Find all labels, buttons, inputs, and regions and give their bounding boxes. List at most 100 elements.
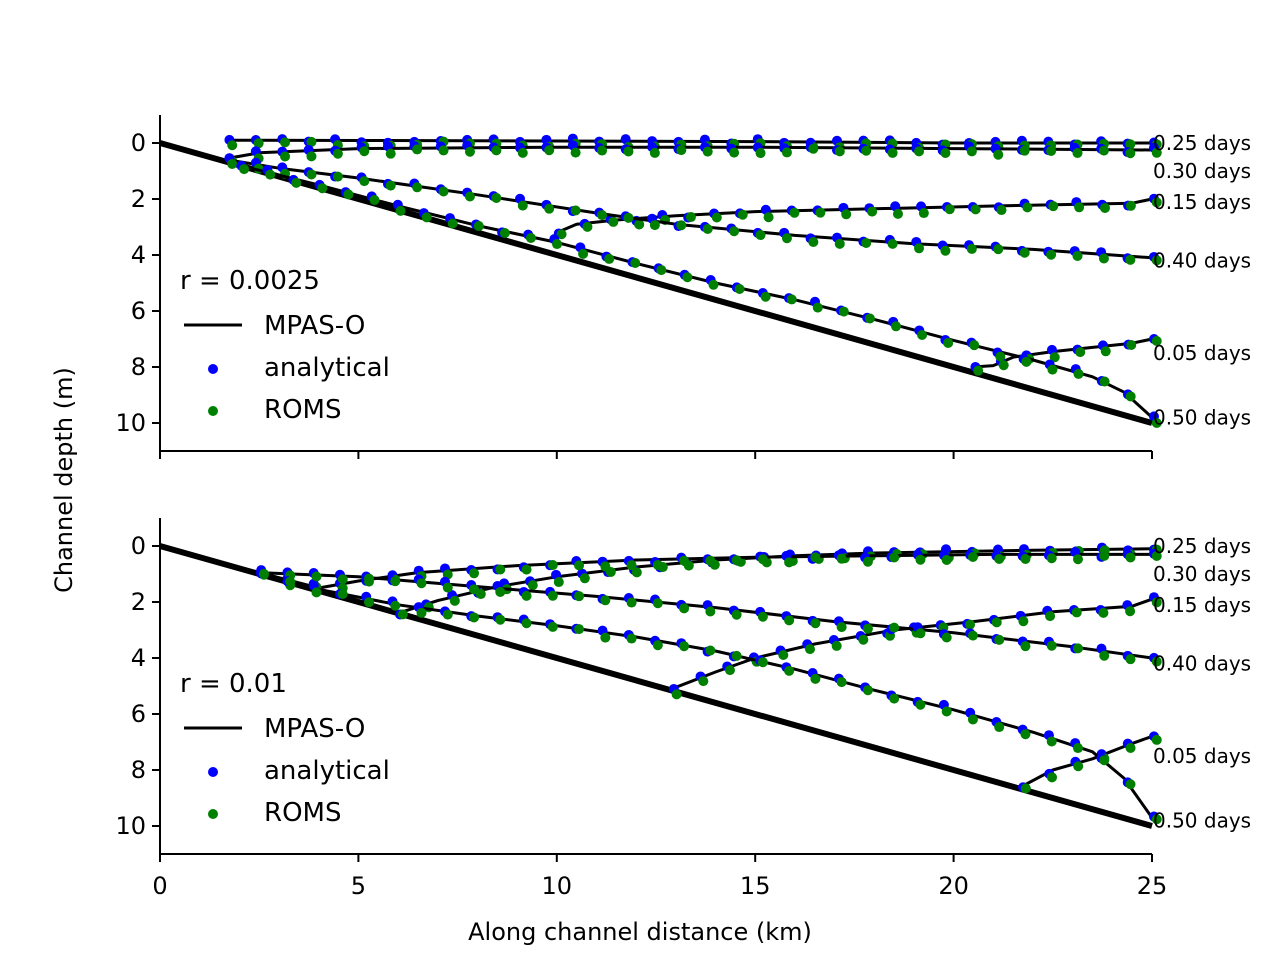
roms-point: [757, 657, 768, 668]
roms-point: [499, 227, 510, 238]
roms-point: [265, 169, 276, 180]
roms-point: [626, 633, 637, 644]
roms-point: [306, 169, 317, 180]
roms-point: [1046, 736, 1057, 747]
roms-point: [1046, 145, 1057, 156]
roms-point: [889, 552, 900, 563]
panel-bottom: 0 2 4 6 8 10 0 5 10 15 20 25 0.25 days 0.30 days 0.15 …: [115, 518, 1251, 900]
roms-point: [442, 582, 453, 593]
roms-point: [649, 220, 660, 231]
y-tick-label: 8: [131, 353, 146, 381]
roms-point: [521, 564, 532, 575]
roms-point: [941, 706, 952, 717]
y-tick-label: 6: [131, 700, 146, 728]
roms-point: [527, 580, 538, 591]
roms-point: [1072, 147, 1083, 158]
roms-point: [892, 208, 903, 219]
roms-point: [679, 555, 690, 566]
curve-label: 0.25 days: [1153, 131, 1251, 155]
roms-point: [421, 212, 432, 223]
roms-point: [805, 644, 816, 655]
roms-point: [841, 209, 852, 220]
legend-roms-swatch: [208, 406, 218, 416]
roms-point: [1151, 255, 1162, 266]
roms-point: [808, 236, 819, 247]
roms-point: [626, 597, 637, 608]
curve-label: 0.15 days: [1153, 593, 1251, 617]
roms-point: [940, 245, 951, 256]
legend-entry: ROMS: [264, 798, 341, 828]
roms-point: [734, 284, 745, 295]
roms-point: [495, 586, 506, 597]
roms-point: [679, 641, 690, 652]
roms-point: [914, 146, 925, 157]
roms-point: [998, 360, 1009, 371]
roms-point: [1098, 607, 1109, 618]
roms-point: [941, 632, 952, 643]
roms-point: [1151, 550, 1162, 561]
roms-point: [311, 587, 322, 598]
y-tick-label: 0: [131, 129, 146, 157]
roms-point: [708, 279, 719, 290]
roms-point: [395, 205, 406, 216]
roms-point: [815, 207, 826, 218]
roms-point: [291, 177, 302, 188]
roms-point: [812, 302, 823, 313]
roms-point: [705, 645, 716, 656]
roms-point: [337, 574, 348, 585]
roms-point: [631, 567, 642, 578]
roms-point: [810, 673, 821, 684]
x-tick-label: 15: [740, 872, 771, 900]
roms-point: [698, 676, 709, 687]
roms-point: [1151, 197, 1162, 208]
roms-point: [517, 200, 528, 211]
roms-point: [784, 557, 795, 568]
curve-label: 0.30 days: [1153, 159, 1251, 183]
legend-entry: analytical: [264, 353, 390, 383]
roms-point: [682, 272, 693, 283]
roms-point: [464, 146, 475, 157]
roms-point: [724, 665, 735, 676]
roms-point: [731, 650, 742, 661]
roms-point: [306, 136, 317, 147]
y-tick-label: 2: [131, 588, 146, 616]
roms-point: [570, 205, 581, 216]
roms-point: [836, 677, 847, 688]
roms-point: [810, 552, 821, 563]
roms-point: [834, 238, 845, 249]
roms-point: [597, 145, 608, 156]
roms-point: [836, 622, 847, 633]
roms-point: [1099, 650, 1110, 661]
roms-point: [469, 584, 480, 595]
roms-point: [649, 147, 660, 158]
roms-point: [597, 210, 608, 221]
roms-point: [1072, 643, 1083, 654]
roms-point: [1072, 554, 1083, 565]
roms-point: [891, 321, 902, 332]
roms-point: [731, 609, 742, 620]
x-axis-title: Along channel distance (km): [468, 918, 812, 946]
roms-point: [705, 606, 716, 617]
roms-point: [239, 164, 250, 175]
curve-label: 0.05 days: [1153, 744, 1251, 768]
roms-point: [1098, 145, 1109, 156]
roms-point: [464, 191, 475, 202]
roms-point: [1022, 202, 1033, 213]
roms-point: [966, 146, 977, 157]
roms-point: [1125, 200, 1136, 211]
roms-point: [306, 151, 317, 162]
roms-point: [570, 147, 581, 158]
roms-point: [491, 145, 502, 156]
roms-point: [994, 634, 1005, 645]
roms-point: [285, 576, 296, 587]
roms-point: [1020, 729, 1031, 740]
x-tick-label: 10: [542, 872, 573, 900]
roms-point: [369, 195, 380, 206]
analytical-point: [620, 134, 631, 145]
roms-point: [1125, 742, 1136, 753]
roms-point: [763, 212, 774, 223]
roms-point: [1021, 356, 1032, 367]
legend-entry: analytical: [264, 756, 390, 786]
roms-point: [547, 590, 558, 601]
